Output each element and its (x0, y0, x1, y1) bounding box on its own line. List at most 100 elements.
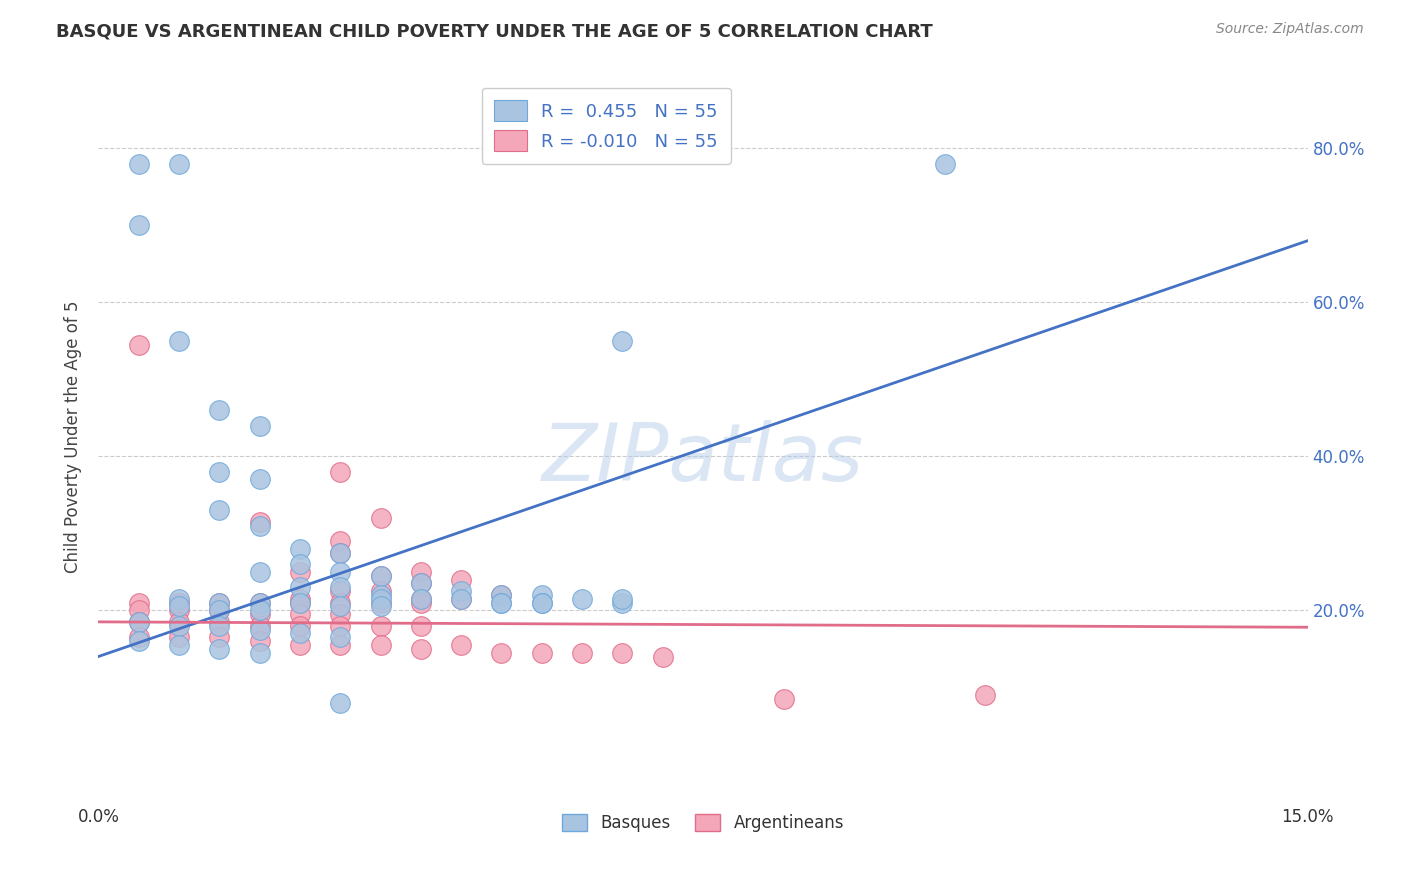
Point (329, 465, 352, 479)
Point (167, 630, 190, 644)
Point (167, 615, 190, 629)
Point (167, 334, 190, 348)
Point (167, 638, 190, 652)
Point (329, 596, 352, 610)
Point (249, 472, 271, 486)
Point (370, 591, 392, 606)
Point (128, 634, 150, 648)
Point (128, 615, 150, 629)
Point (208, 603, 231, 617)
Point (491, 588, 513, 602)
Point (370, 599, 392, 614)
Point (530, 646, 553, 660)
Point (249, 646, 271, 660)
Point (288, 618, 311, 632)
Point (612, 596, 634, 610)
Point (249, 596, 271, 610)
Text: BASQUE VS ARGENTINEAN CHILD POVERTY UNDER THE AGE OF 5 CORRELATION CHART: BASQUE VS ARGENTINEAN CHILD POVERTY UNDE… (56, 22, 934, 40)
Point (329, 618, 352, 632)
Point (530, 596, 553, 610)
Point (208, 615, 231, 629)
Point (208, 465, 231, 479)
Point (167, 596, 190, 610)
Point (249, 565, 271, 579)
Point (571, 591, 593, 606)
Point (409, 596, 432, 610)
Point (128, 337, 150, 351)
Point (974, 688, 997, 702)
Point (288, 591, 311, 606)
Point (329, 565, 352, 579)
Point (249, 418, 271, 433)
Point (370, 584, 392, 599)
Point (329, 580, 352, 594)
Point (288, 596, 311, 610)
Point (612, 646, 634, 660)
Point (409, 618, 432, 632)
Point (491, 596, 513, 610)
Point (288, 557, 311, 571)
Point (409, 591, 432, 606)
Point (450, 638, 472, 652)
Point (249, 603, 271, 617)
Point (167, 618, 190, 632)
Point (288, 626, 311, 640)
Point (128, 157, 150, 171)
Point (329, 545, 352, 559)
Point (370, 588, 392, 602)
Point (288, 638, 311, 652)
Point (249, 607, 271, 622)
Point (571, 646, 593, 660)
Point (491, 588, 513, 602)
Point (208, 618, 231, 632)
Point (288, 596, 311, 610)
Point (288, 607, 311, 622)
Point (128, 615, 150, 629)
Point (370, 596, 392, 610)
Point (288, 565, 311, 579)
Point (370, 511, 392, 525)
Point (370, 618, 392, 632)
Point (167, 603, 190, 617)
Point (772, 691, 794, 706)
Point (329, 696, 352, 710)
Point (409, 591, 432, 606)
Point (249, 618, 271, 632)
Point (208, 630, 231, 644)
Point (167, 591, 190, 606)
Point (651, 649, 673, 664)
Point (208, 596, 231, 610)
Point (128, 630, 150, 644)
Legend: Basques, Argentineans: Basques, Argentineans (555, 807, 851, 838)
Point (329, 534, 352, 549)
Point (249, 634, 271, 648)
Point (612, 334, 634, 348)
Point (329, 545, 352, 559)
Point (288, 580, 311, 594)
Point (370, 638, 392, 652)
Point (409, 565, 432, 579)
Y-axis label: Child Poverty Under the Age of 5: Child Poverty Under the Age of 5 (65, 301, 83, 574)
Point (530, 588, 553, 602)
Point (288, 541, 311, 556)
Point (612, 591, 634, 606)
Point (128, 596, 150, 610)
Point (167, 599, 190, 614)
Point (450, 591, 472, 606)
Point (208, 596, 231, 610)
Point (934, 157, 956, 171)
Point (530, 596, 553, 610)
Point (249, 515, 271, 529)
Point (249, 518, 271, 533)
Point (329, 607, 352, 622)
Point (208, 503, 231, 517)
Point (208, 403, 231, 417)
Point (167, 157, 190, 171)
Point (249, 623, 271, 637)
Point (370, 568, 392, 582)
Point (409, 576, 432, 591)
Point (329, 584, 352, 599)
Point (409, 641, 432, 656)
Point (128, 219, 150, 233)
Point (329, 630, 352, 644)
